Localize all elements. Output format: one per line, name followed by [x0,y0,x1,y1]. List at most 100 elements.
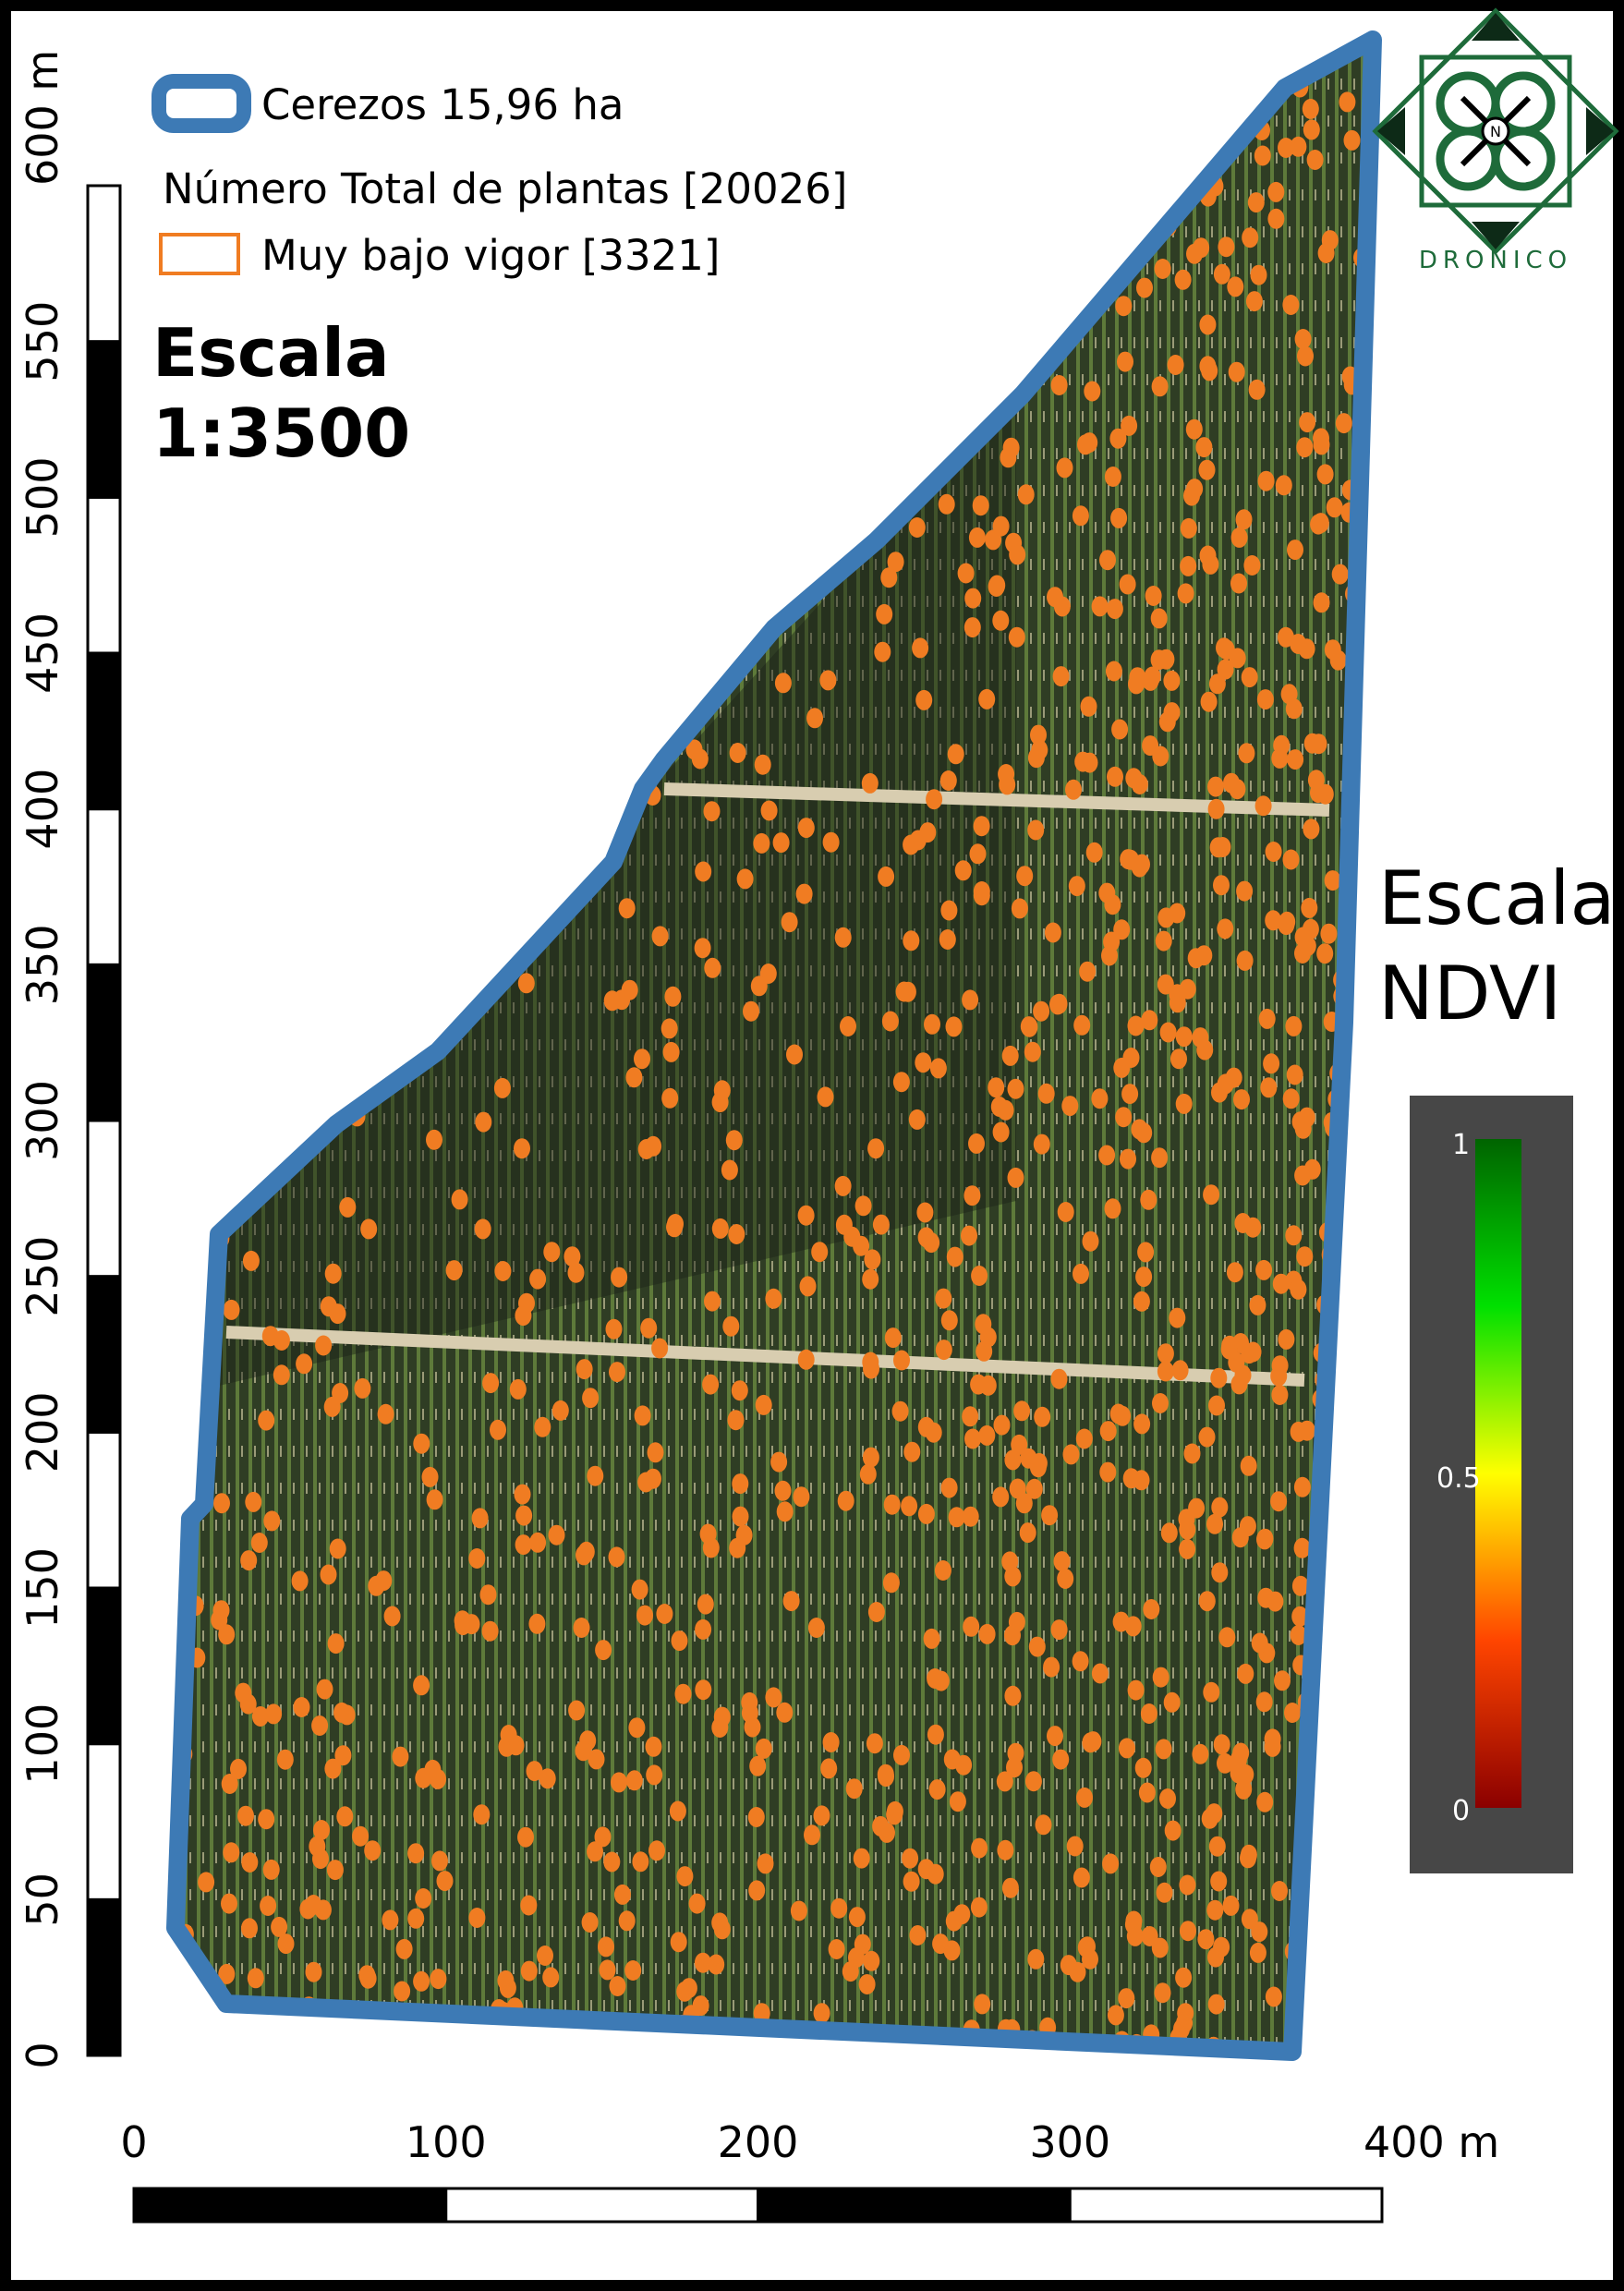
plant-dot [213,1493,230,1514]
plant-dot [1110,507,1128,528]
logo-name: DRONICO [1419,247,1572,274]
plant-dot [899,981,916,1002]
plant-dot [1111,719,1129,740]
plant-dot [1034,1406,1051,1427]
plant-dot [935,1339,952,1361]
plant-dot [881,1011,899,1032]
plant-dot [529,1532,547,1553]
plant-dot [1217,1752,1233,1774]
plant-dot [1085,842,1103,863]
plant-dot [1271,1881,1288,1901]
plant-dot [1280,684,1298,705]
plant-dot [1287,539,1303,561]
plant-dot [1079,1936,1096,1958]
plant-dot [520,1960,538,1982]
plant-dot [891,1400,909,1422]
scale-label: 300 [18,1080,67,1161]
plant-dot [1137,1242,1155,1263]
plant-dot [1302,98,1319,119]
scale-label: 0 [18,2042,67,2068]
plant-dot [880,567,898,588]
plant-dot [564,1246,581,1267]
plant-dot [1062,1444,1080,1465]
plant-dot [258,1410,275,1431]
plant-dot [1177,2003,1194,2024]
plant-dot [539,1768,556,1789]
plant-dot [500,1725,517,1745]
plant-dot [1313,428,1329,449]
plant-dot [431,1850,448,1872]
plant-dot [702,1537,720,1558]
plant-dot [543,1242,561,1263]
plant-dot [581,1912,599,1933]
plant-dot [939,770,957,791]
plant-dot [747,1807,765,1827]
scale-label: 400 m [1363,2117,1499,2167]
plant-dot [755,1394,772,1415]
plant-dot [1256,1528,1274,1549]
plant-dot [822,831,840,853]
plant-dot [1331,564,1349,585]
plant-dot [1121,415,1138,436]
plant-dot [1152,1393,1169,1413]
plant-dot [479,1584,497,1606]
plant-dot [1126,1925,1144,1946]
plant-dot [883,1494,901,1515]
plant-dot [877,1764,894,1785]
plant-dot [924,1013,940,1035]
plant-dot [1298,1107,1315,1128]
plant-dot [1187,948,1205,969]
plant-dot [938,493,955,515]
plant-dot [529,1268,547,1290]
plant-dot [1007,1078,1024,1099]
plant-dot [311,1715,329,1736]
plant-dot [1179,1538,1196,1559]
plant-dot [1155,930,1172,952]
plant-dot [1200,691,1218,712]
plant-dot [1021,1016,1038,1037]
plant-dot [1249,1294,1266,1315]
plant-dot [948,1507,965,1528]
plant-dot [813,1805,830,1826]
plant-dot [1154,1982,1171,2004]
plant-dot [1073,1263,1089,1284]
plant-dot [1105,661,1122,682]
plant-dot [430,1969,447,1990]
plant-dot [223,1299,240,1320]
plant-dot [599,1959,616,1981]
plant-dot [828,1939,845,1959]
plant-dot [263,1510,281,1532]
plant-dot [415,1888,432,1909]
plant-dot [1142,735,1159,757]
plant-dot [1001,1877,1019,1898]
plant-dot [251,1706,269,1727]
plant-dot [872,1815,890,1836]
plant-dot [969,843,987,865]
plant-dot [1135,1122,1153,1144]
plant-dot [1290,1625,1307,1645]
scale-segment [86,1275,122,1434]
plant-dot [634,1405,651,1426]
plant-dot [978,688,996,709]
plant-dot [971,1266,988,1286]
plant-dot [708,1954,725,1975]
plant-dot [1267,181,1285,202]
plant-dot [245,1491,262,1512]
plant-dot [962,1406,979,1427]
plant-dot [1220,1339,1238,1360]
scale-segment [86,1742,122,1901]
plant-dot [1180,1921,1196,1942]
plant-dot [676,1866,694,1887]
plant-dot [1211,1562,1229,1583]
plant-dot [661,1087,679,1109]
plant-dot [1072,1651,1089,1672]
plant-dot [782,1591,800,1612]
plant-dot [704,1291,721,1312]
plant-dot [978,1623,996,1644]
plant-dot [1272,1273,1290,1294]
plant-dot [1035,1814,1052,1836]
plant-dot [754,754,771,775]
scale-label: 150 [18,1547,67,1629]
plant-dot [743,1000,759,1022]
